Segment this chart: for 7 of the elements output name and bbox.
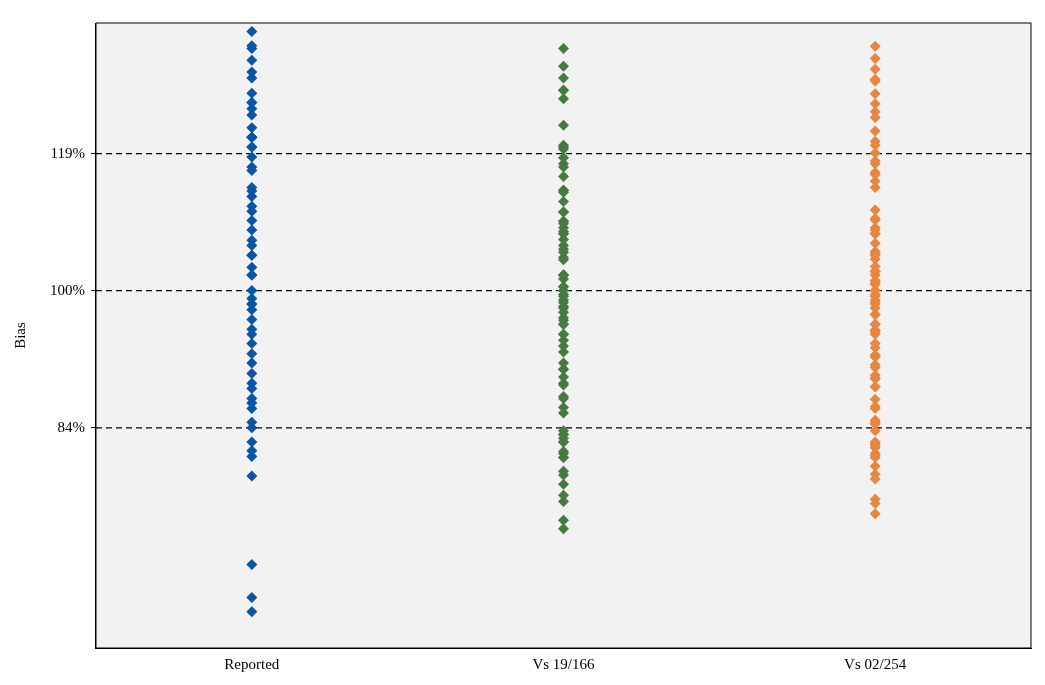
y-tick-label: 84% xyxy=(57,418,85,435)
y-tick-label: 119% xyxy=(50,144,85,161)
x-tick-label: Vs 19/166 xyxy=(532,655,596,672)
x-tick-label: Vs 02/254 xyxy=(844,655,907,672)
y-tick-label: 100% xyxy=(50,281,85,298)
x-tick-label: Reported xyxy=(224,655,280,672)
y-axis-title: Bias xyxy=(11,322,28,349)
